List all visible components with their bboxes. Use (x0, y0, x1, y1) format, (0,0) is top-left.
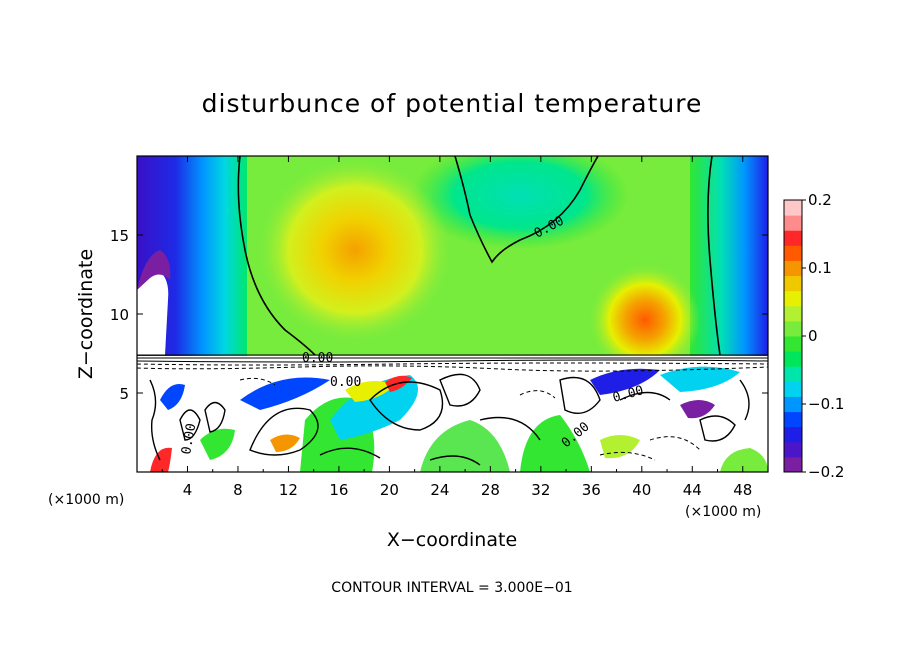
lower-blue-a (240, 377, 330, 410)
lower-blue-b (590, 368, 660, 395)
colorbar-swatch (784, 245, 802, 261)
x-tick-label: 28 (481, 481, 500, 499)
x-tick-label: 8 (233, 481, 243, 499)
lower-green-c (520, 415, 590, 472)
y-tick-label: 5 (119, 385, 129, 403)
colorbar-tick-label: −0.1 (808, 395, 844, 413)
x-tick-label: 44 (683, 481, 702, 499)
lower-blue-c (160, 384, 185, 410)
x-tick-label: 24 (430, 481, 449, 499)
colorbar-swatch (784, 200, 802, 216)
lower-cyan-a (330, 375, 418, 440)
upper-field-right (690, 156, 768, 356)
colorbar-swatch (784, 396, 802, 413)
x-axis: 4 8 12 16 20 24 28 32 36 40 44 48 (161, 156, 752, 499)
colorbar-tick-label: −0.2 (808, 463, 844, 481)
lower-cyan-b (660, 366, 740, 392)
colorbar-tick-label: 0 (808, 327, 818, 345)
colorbar-tick-label: 0.1 (808, 259, 832, 277)
colorbar-swatch (784, 411, 802, 428)
y-tick-label: 15 (110, 227, 129, 245)
lower-green-d (720, 448, 768, 472)
colorbar-swatch (784, 230, 802, 246)
warm-core-right (590, 265, 700, 375)
colorbar-swatch (784, 305, 802, 322)
lower-green-f (600, 435, 640, 459)
heatmap-field (137, 156, 768, 472)
colorbar-swatch (784, 426, 802, 443)
x-tick-label: 40 (632, 481, 651, 499)
colorbar-swatch (784, 456, 802, 473)
contour-label: 0.00 (179, 422, 199, 455)
purple-plume (137, 250, 171, 290)
x-tick-label: 48 (733, 481, 752, 499)
colorbar-swatch (784, 441, 802, 458)
lower-red-b (150, 447, 172, 472)
contour-label: 0.00 (302, 351, 333, 366)
warm-core-left (260, 160, 450, 340)
colorbar: 0.2 0.1 0 −0.1 −0.2 (783, 191, 844, 481)
colorbar-swatch (784, 320, 802, 337)
lower-magenta-a (680, 400, 715, 419)
lower-dashed-contours (239, 377, 701, 461)
x-tick-label: 32 (531, 481, 550, 499)
x-unit-right: (×1000 m) (685, 504, 761, 520)
zero-contour-upper (237, 156, 721, 356)
colorbar-tick-label: 0.2 (808, 191, 832, 209)
white-plume (137, 269, 169, 355)
lower-yellow-a (345, 381, 395, 402)
contour-label: 0.00 (330, 375, 361, 390)
colorbar-swatch (784, 336, 802, 352)
colorbar-swatch (784, 290, 802, 307)
lower-green-e (200, 428, 235, 460)
lower-orange-a (270, 434, 300, 452)
x-tick-label: 36 (582, 481, 601, 499)
contour-interval-note: CONTOUR INTERVAL = 3.000E−01 (331, 580, 572, 596)
y-tick-label: 10 (110, 306, 129, 324)
cool-core (410, 156, 630, 250)
y-axis: 5 10 15 (110, 227, 768, 403)
x-tick-label: 16 (329, 481, 348, 499)
stratified-band (137, 354, 768, 372)
colorbar-swatch (784, 215, 802, 231)
colorbar-swatch (784, 381, 802, 397)
x-tick-label: 20 (380, 481, 399, 499)
x-tick-label: 12 (279, 481, 298, 499)
colorbar-swatch (784, 275, 802, 292)
lower-contours (149, 373, 750, 466)
lower-green-b (420, 420, 510, 472)
colorbar-swatch (784, 366, 802, 382)
y-axis-label: Z−coordinate (75, 249, 97, 379)
colorbar-swatch (784, 260, 802, 277)
x-axis-label: X−coordinate (387, 529, 517, 551)
colorbar-swatch (784, 351, 802, 367)
x-unit-left: (×1000 m) (48, 492, 124, 508)
x-tick-label: 4 (183, 481, 193, 499)
chart-title: disturbunce of potential temperature (202, 89, 703, 118)
